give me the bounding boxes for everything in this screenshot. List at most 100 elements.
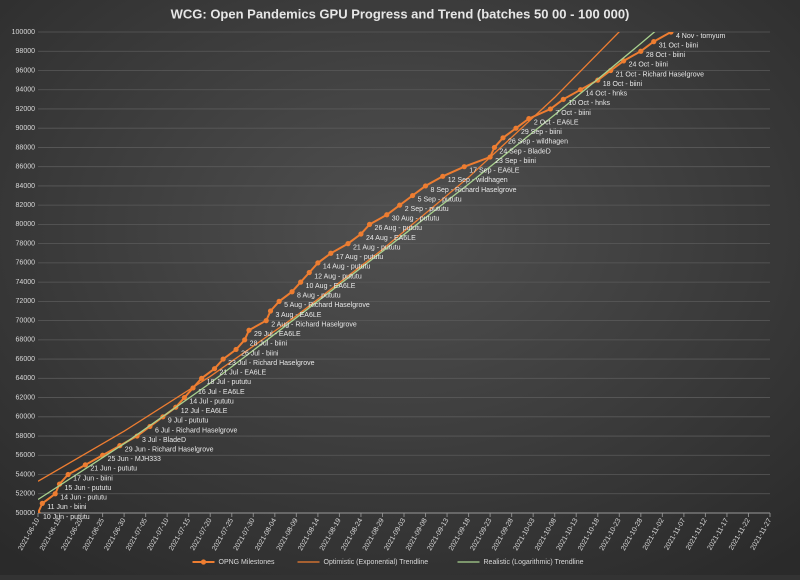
point-label: 2 Aug - Richard Haselgrove: [271, 321, 357, 328]
milestone-marker: [199, 375, 205, 381]
point-label: 5 Sep - pututu: [418, 196, 462, 203]
y-tick-label: 60000: [16, 414, 36, 421]
y-tick-label: 90000: [16, 125, 36, 132]
milestone-marker: [38, 510, 41, 513]
point-label: 9 Jul - pututu: [168, 418, 209, 425]
y-tick-label: 70000: [16, 317, 36, 324]
point-label: 21 Aug - pututu: [353, 244, 401, 251]
milestone-marker: [668, 32, 674, 35]
y-tick-label: 58000: [16, 433, 36, 440]
milestone-marker: [410, 192, 416, 199]
point-label: 10 Aug - EA6LE: [306, 283, 356, 290]
point-label: 21 Jul - EA6LE: [220, 370, 267, 377]
point-label: 8 Aug - pututu: [297, 293, 341, 300]
y-tick-label: 82000: [16, 202, 36, 209]
point-label: 23 Jul - Richard Haselgrove: [228, 360, 314, 367]
milestone-marker: [263, 318, 269, 324]
milestone-marker: [397, 202, 403, 208]
y-tick-label: 86000: [16, 164, 36, 171]
point-label: 29 Jun - Richard Haselgrove: [125, 447, 214, 454]
y-tick-label: 52000: [16, 491, 36, 498]
milestone-marker: [211, 366, 218, 372]
y-tick-label: 50000: [16, 510, 36, 517]
point-label: 29 Sep - biini: [521, 129, 562, 136]
y-tick-label: 54000: [16, 471, 36, 478]
milestone-marker: [440, 173, 446, 179]
milestone-marker: [242, 337, 248, 343]
point-label: 17 Sep - EA6LE: [469, 168, 520, 175]
milestone-marker: [345, 241, 351, 247]
point-label: 26 Aug - pututu: [375, 225, 423, 232]
milestone-marker: [422, 183, 429, 189]
legend-label: Optimistic (Exponential) Trendline: [324, 559, 429, 566]
milestone-marker: [366, 221, 373, 227]
point-label: 4 Nov - tomyum: [676, 33, 726, 40]
y-tick-label: 92000: [16, 106, 36, 113]
chart-title: WCG: Open Pandemics GPU Progress and Tre…: [171, 6, 630, 21]
point-label: 25 Jun - MJH333: [108, 456, 161, 463]
milestone-marker: [82, 462, 88, 468]
milestone-marker: [267, 308, 274, 314]
y-tick-label: 80000: [16, 221, 36, 228]
legend-marker: [200, 559, 207, 565]
milestone-marker: [638, 48, 644, 54]
milestone-marker: [306, 269, 312, 276]
milestone-marker: [65, 471, 71, 478]
point-label: 30 Aug - pututu: [392, 216, 440, 223]
point-label: 2 Sep - pututu: [405, 206, 449, 213]
plot-area: [38, 32, 674, 513]
milestone-marker: [220, 356, 226, 362]
milestone-marker: [328, 250, 334, 256]
point-label: 15 Jun - pututu: [65, 485, 112, 492]
point-label: 14 Aug - pututu: [323, 264, 371, 271]
y-tick-label: 84000: [16, 183, 36, 190]
point-label: 14 Jun - pututu: [60, 495, 107, 502]
y-tick-label: 74000: [16, 279, 36, 286]
point-label: 24 Aug - EA6LE: [366, 235, 416, 242]
y-tick-label: 68000: [16, 337, 36, 344]
point-label: 5 Aug - Richard Haselgrove: [284, 302, 370, 309]
point-label: 26 Sep - wildhagen: [508, 139, 568, 146]
point-label: 17 Aug - pututu: [336, 254, 384, 261]
point-label: 12 Aug - pututu: [314, 273, 362, 280]
trendline: [38, 32, 656, 501]
legend-label: OPNG Milestones: [219, 559, 276, 566]
y-tick-label: 94000: [16, 87, 36, 94]
milestone-marker: [233, 346, 239, 353]
point-label: 12 Sep - wildhagen: [448, 177, 508, 184]
point-label: 17 Jun - biini: [73, 475, 113, 482]
point-label: 21 Oct - Richard Haselgrove: [616, 71, 704, 78]
milestone-marker: [298, 279, 304, 285]
point-label: 28 Oct - biini: [646, 52, 686, 59]
point-label: 16 Jul - EA6LE: [198, 389, 245, 396]
milestone-marker: [461, 164, 467, 170]
y-tick-label: 88000: [16, 144, 36, 151]
milestone-marker: [289, 289, 295, 295]
point-label: 12 Jul - EA6LE: [181, 408, 228, 415]
point-label: 21 Jun - pututu: [90, 466, 137, 473]
point-label: 24 Sep - BladeD: [499, 148, 550, 155]
point-label: 10 Jun - pututu: [43, 514, 90, 521]
y-tick-label: 98000: [16, 48, 36, 55]
point-label: 10 Oct - hnks: [568, 100, 610, 107]
point-label: 14 Jul - pututu: [189, 398, 233, 405]
y-tick-label: 96000: [16, 67, 36, 74]
y-tick-label: 76000: [16, 260, 36, 267]
point-label: 29 Jul - EA6LE: [254, 331, 301, 338]
milestone-marker: [276, 298, 282, 304]
point-label: 31 Oct - biini: [659, 42, 699, 49]
milestone-marker: [560, 96, 566, 102]
point-label: 2 Oct - EA6LE: [534, 119, 579, 126]
point-label: 3 Jul - BladeD: [142, 437, 186, 444]
point-label: 8 Sep - Richard Haselgrove: [431, 187, 517, 194]
y-tick-label: 78000: [16, 240, 36, 247]
milestone-marker: [577, 87, 584, 93]
point-label: 7 Oct - biini: [555, 110, 591, 117]
point-label: 26 Jul - biini: [241, 350, 279, 357]
point-label: 3 Aug - EA6LE: [276, 312, 322, 319]
milestone-marker: [651, 39, 657, 45]
milestone-marker: [491, 144, 498, 151]
